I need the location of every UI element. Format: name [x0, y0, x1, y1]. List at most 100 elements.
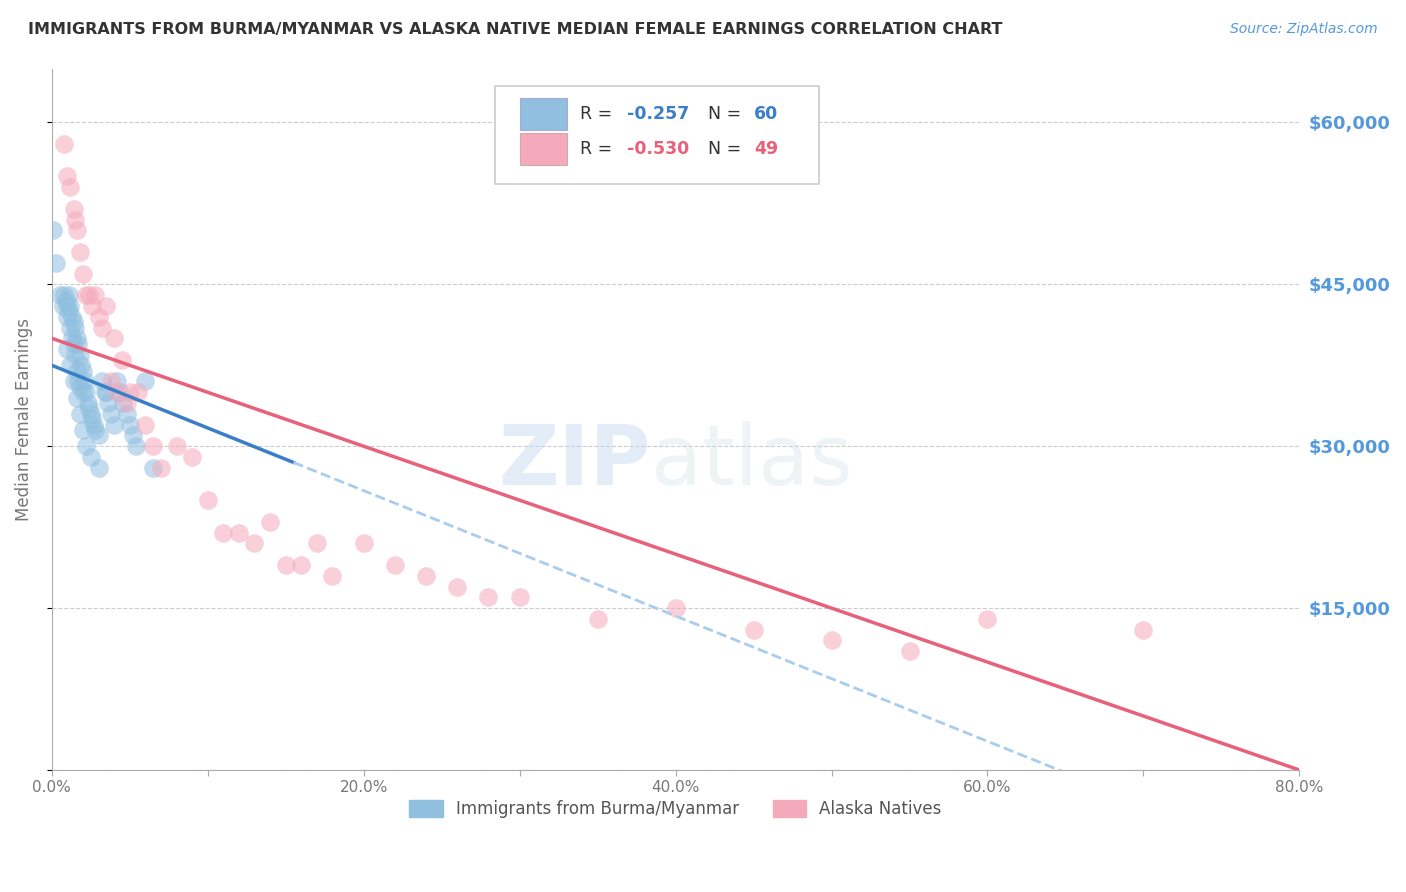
FancyBboxPatch shape — [495, 86, 820, 185]
Point — [48, 288, 70, 302]
Point — [53, 137, 76, 152]
Point — [446, 580, 468, 594]
Point — [62, 315, 84, 329]
Point — [118, 385, 141, 400]
Point — [142, 439, 165, 453]
Point — [353, 536, 375, 550]
Point — [90, 375, 112, 389]
Text: Source: ZipAtlas.com: Source: ZipAtlas.com — [1230, 22, 1378, 37]
Point — [69, 407, 91, 421]
Point — [111, 352, 134, 367]
Text: N =: N = — [709, 140, 747, 158]
Point — [197, 493, 219, 508]
Point — [112, 396, 135, 410]
Point — [181, 450, 204, 464]
Point — [586, 612, 609, 626]
Point — [118, 417, 141, 432]
Point — [63, 320, 86, 334]
Point — [290, 558, 312, 572]
Point — [96, 385, 118, 400]
Point — [259, 515, 281, 529]
Point — [59, 299, 82, 313]
Point — [76, 396, 98, 410]
Point — [72, 364, 94, 378]
Point — [125, 439, 148, 453]
Text: N =: N = — [709, 105, 747, 123]
Point — [103, 331, 125, 345]
Point — [96, 299, 118, 313]
Point — [66, 331, 89, 345]
Point — [134, 417, 156, 432]
Point — [898, 644, 921, 658]
Point — [87, 460, 110, 475]
Point — [60, 331, 83, 345]
Point — [149, 460, 172, 475]
Point — [66, 391, 89, 405]
Bar — [520, 134, 567, 165]
Text: -0.257: -0.257 — [627, 105, 689, 123]
Point — [90, 320, 112, 334]
Legend: Immigrants from Burma/Myanmar, Alaska Natives: Immigrants from Burma/Myanmar, Alaska Na… — [404, 793, 948, 825]
Point — [87, 310, 110, 324]
Point — [127, 385, 149, 400]
Text: 60: 60 — [754, 105, 779, 123]
Point — [509, 591, 531, 605]
Point — [42, 223, 65, 237]
Point — [60, 310, 83, 324]
Point — [384, 558, 406, 572]
Point — [56, 342, 79, 356]
Point — [56, 169, 79, 184]
Text: R =: R = — [579, 140, 617, 158]
Point — [103, 417, 125, 432]
Point — [75, 288, 97, 302]
Bar — [520, 98, 567, 130]
Point — [66, 223, 89, 237]
Point — [97, 396, 120, 410]
Point — [87, 428, 110, 442]
Text: IMMIGRANTS FROM BURMA/MYANMAR VS ALASKA NATIVE MEDIAN FEMALE EARNINGS CORRELATIO: IMMIGRANTS FROM BURMA/MYANMAR VS ALASKA … — [28, 22, 1002, 37]
Point — [66, 364, 89, 378]
Point — [63, 212, 86, 227]
Point — [55, 293, 77, 308]
Point — [100, 407, 122, 421]
Point — [228, 525, 250, 540]
Point — [72, 385, 94, 400]
Point — [82, 412, 104, 426]
Point — [69, 244, 91, 259]
Point — [62, 375, 84, 389]
Point — [80, 450, 103, 464]
Point — [58, 304, 80, 318]
Point — [77, 288, 100, 302]
Point — [305, 536, 328, 550]
Point — [69, 380, 91, 394]
Text: R =: R = — [579, 105, 617, 123]
Point — [84, 423, 107, 437]
Point — [105, 385, 128, 400]
Point — [63, 347, 86, 361]
Point — [477, 591, 499, 605]
Point — [75, 385, 97, 400]
Point — [59, 359, 82, 373]
Point — [115, 396, 138, 410]
Y-axis label: Median Female Earnings: Median Female Earnings — [15, 318, 32, 521]
Point — [83, 417, 105, 432]
Point — [72, 267, 94, 281]
Point — [115, 407, 138, 421]
Point — [59, 320, 82, 334]
Point — [243, 536, 266, 550]
Text: 49: 49 — [754, 140, 779, 158]
Point — [45, 256, 67, 270]
Point — [56, 310, 79, 324]
Point — [321, 568, 343, 582]
Point — [73, 375, 96, 389]
Point — [100, 375, 122, 389]
Point — [142, 460, 165, 475]
Point — [67, 375, 90, 389]
Text: -0.530: -0.530 — [627, 140, 689, 158]
Point — [742, 623, 765, 637]
Point — [110, 385, 132, 400]
Text: ZIP: ZIP — [498, 421, 651, 502]
Point — [820, 633, 842, 648]
Point — [70, 359, 93, 373]
Point — [56, 299, 79, 313]
